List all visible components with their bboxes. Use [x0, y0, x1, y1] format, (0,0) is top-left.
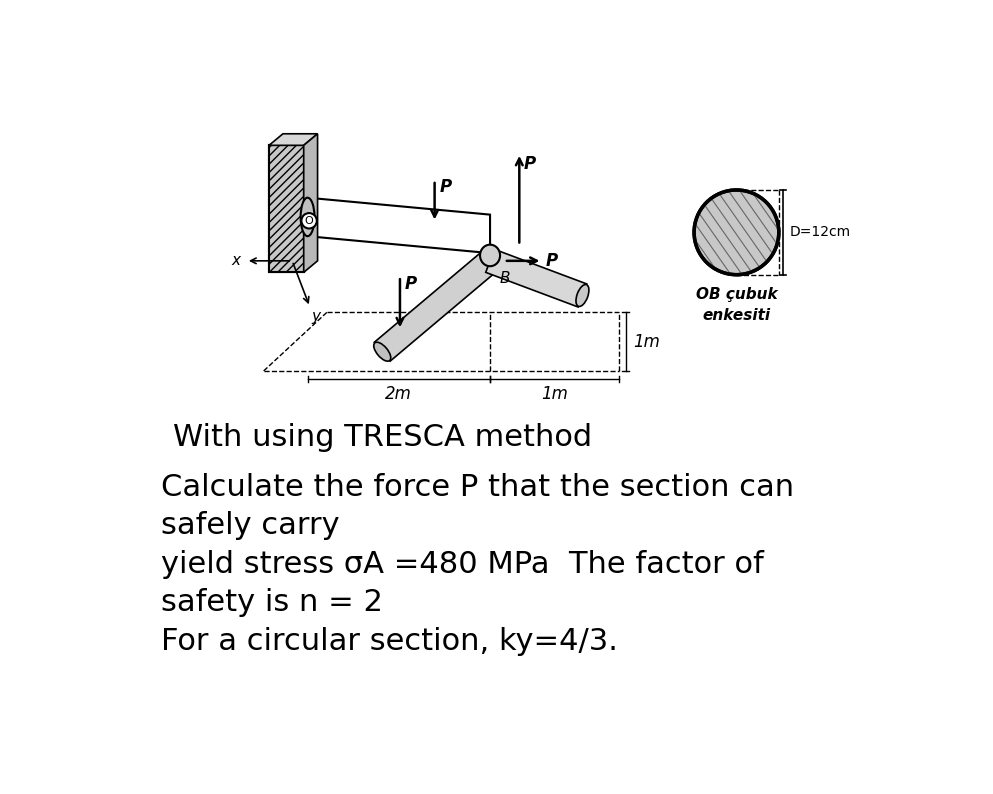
Circle shape: [302, 213, 317, 229]
Ellipse shape: [373, 342, 391, 361]
Polygon shape: [304, 133, 318, 272]
Polygon shape: [374, 252, 497, 361]
Polygon shape: [486, 249, 587, 307]
Polygon shape: [269, 133, 318, 145]
Text: P: P: [439, 179, 452, 196]
Text: P: P: [524, 156, 536, 173]
Polygon shape: [269, 145, 304, 272]
Text: B: B: [499, 271, 509, 286]
Bar: [269, 145, 304, 272]
Text: For a circular section, ky=4/3.: For a circular section, ky=4/3.: [161, 626, 618, 656]
Text: yield stress σA =480 MPa  The factor of: yield stress σA =480 MPa The factor of: [161, 549, 764, 579]
Text: x: x: [231, 253, 240, 268]
Text: Calculate the force P that the section can: Calculate the force P that the section c…: [161, 472, 794, 502]
Polygon shape: [308, 198, 491, 253]
Text: 1m: 1m: [541, 385, 568, 403]
Text: safety is n = 2: safety is n = 2: [161, 588, 383, 617]
Ellipse shape: [301, 198, 315, 236]
Text: P: P: [404, 275, 417, 293]
Ellipse shape: [576, 284, 589, 306]
Text: O: O: [305, 216, 314, 225]
Circle shape: [694, 190, 779, 275]
Text: With using TRESCA method: With using TRESCA method: [173, 422, 592, 452]
Text: D=12cm: D=12cm: [789, 225, 851, 239]
Text: y: y: [312, 310, 321, 324]
Text: P: P: [545, 252, 558, 270]
Text: 1m: 1m: [634, 333, 660, 351]
Ellipse shape: [480, 245, 500, 266]
Text: safely carry: safely carry: [161, 511, 340, 540]
Text: 2m: 2m: [385, 385, 412, 403]
Text: OB çubuk
enkesiti: OB çubuk enkesiti: [696, 287, 778, 323]
